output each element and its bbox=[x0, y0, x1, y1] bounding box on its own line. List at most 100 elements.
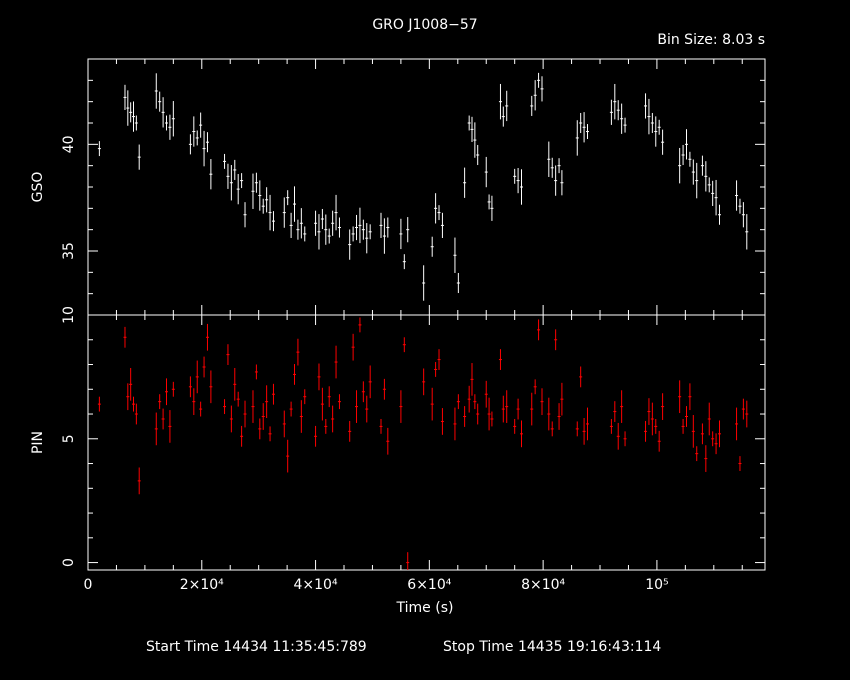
gso-data-point bbox=[379, 212, 383, 238]
pin-data-point bbox=[382, 378, 386, 400]
pin-xtick-label: 4×10⁴ bbox=[294, 577, 338, 593]
gso-data-point bbox=[704, 161, 708, 192]
pin-data-point bbox=[654, 418, 658, 434]
gso-data-point bbox=[453, 237, 457, 273]
gso-data-point bbox=[137, 144, 141, 170]
gso-data-point bbox=[711, 180, 715, 206]
pin-data-point bbox=[714, 433, 718, 455]
gso-data-point bbox=[268, 194, 272, 231]
gso-data-point bbox=[434, 193, 438, 224]
pin-data-point bbox=[575, 421, 579, 437]
pin-data-point bbox=[498, 349, 502, 370]
gso-data-point bbox=[299, 208, 303, 239]
pin-data-point bbox=[473, 394, 477, 410]
gso-data-point bbox=[647, 98, 651, 135]
pin-xtick-label: 2×10⁴ bbox=[180, 577, 224, 593]
gso-data-point bbox=[456, 272, 460, 294]
gso-data-point bbox=[97, 141, 101, 157]
pin-data-point bbox=[243, 400, 247, 428]
gso-data-point bbox=[289, 212, 293, 238]
gso-data-point bbox=[738, 198, 742, 214]
pin-data-point bbox=[647, 398, 651, 425]
pin-data-point bbox=[123, 326, 127, 348]
gso-data-point bbox=[296, 219, 300, 240]
pin-ytick-label: 5 bbox=[61, 434, 77, 443]
gso-data-point bbox=[303, 226, 307, 242]
pin-data-point bbox=[168, 410, 172, 443]
pin-data-point bbox=[704, 445, 708, 472]
pin-data-point bbox=[554, 329, 558, 351]
pin-data-point bbox=[265, 385, 269, 418]
gso-y-axis-label: GSO bbox=[30, 172, 46, 203]
gso-data-point bbox=[644, 93, 648, 119]
gso-data-point bbox=[327, 228, 331, 244]
pin-frame bbox=[87, 314, 766, 571]
pin-data-point bbox=[195, 360, 199, 394]
pin-data-point bbox=[579, 366, 583, 388]
pin-data-point bbox=[254, 364, 258, 380]
gso-data-point bbox=[684, 129, 688, 160]
pin-data-point bbox=[540, 388, 544, 416]
pin-data-point bbox=[154, 412, 158, 446]
gso-data-point bbox=[498, 83, 502, 120]
gso-data-point bbox=[126, 90, 130, 126]
pin-data-point bbox=[547, 397, 551, 431]
pin-data-point bbox=[229, 405, 233, 433]
pin-data-point bbox=[707, 402, 711, 436]
pin-data-point bbox=[437, 349, 441, 370]
pin-data-point bbox=[453, 407, 457, 441]
gso-data-point bbox=[205, 132, 209, 153]
gso-data-point bbox=[620, 103, 624, 134]
pin-data-point bbox=[513, 418, 517, 434]
pin-xtick-label: 6×10⁴ bbox=[407, 577, 451, 593]
pin-data-point bbox=[129, 367, 133, 401]
pin-y-axis-label: PIN bbox=[30, 431, 46, 454]
gso-data-point bbox=[741, 202, 745, 228]
pin-data-point bbox=[422, 368, 426, 396]
pin-data-point bbox=[616, 422, 620, 450]
pin-data-point bbox=[209, 370, 213, 404]
gso-data-point bbox=[540, 76, 544, 102]
gso-data-point bbox=[537, 72, 541, 88]
pin-data-point bbox=[289, 401, 293, 417]
pin-data-point bbox=[741, 398, 745, 420]
pin-data-point bbox=[533, 379, 537, 395]
pin-data-point bbox=[236, 391, 240, 407]
pin-data-point bbox=[97, 396, 101, 412]
pin-data-point bbox=[711, 431, 715, 447]
gso-data-point bbox=[554, 165, 558, 196]
pin-data-point bbox=[188, 376, 192, 398]
chart-title: GRO J1008−57 bbox=[372, 17, 477, 33]
gso-data-point bbox=[484, 156, 488, 188]
pin-data-point bbox=[361, 381, 365, 403]
pin-data-point bbox=[505, 390, 509, 423]
gso-panel: 35 40 GSO bbox=[30, 58, 766, 316]
pin-data-point bbox=[520, 420, 524, 448]
gso-data-point bbox=[505, 90, 509, 122]
gso-data-point bbox=[487, 194, 491, 210]
gso-data-point bbox=[430, 236, 434, 257]
gso-data-point bbox=[650, 112, 654, 134]
gso-data-point bbox=[695, 162, 699, 199]
pin-data-point bbox=[365, 395, 369, 423]
gso-data-point bbox=[258, 180, 262, 211]
pin-xtick-label: 10⁵ bbox=[645, 577, 668, 593]
pin-data-point bbox=[355, 390, 359, 423]
gso-data-point bbox=[437, 205, 441, 221]
pin-data-point bbox=[165, 378, 169, 406]
gso-data-point bbox=[654, 116, 658, 147]
pin-data-point bbox=[171, 381, 175, 397]
gso-data-point bbox=[317, 214, 321, 250]
gso-data-point bbox=[229, 165, 233, 201]
gso-data-point bbox=[560, 170, 564, 196]
pin-data-point bbox=[623, 431, 627, 447]
gso-data-point bbox=[399, 218, 403, 250]
pin-data-point bbox=[557, 403, 561, 430]
gso-data-point bbox=[358, 207, 362, 244]
gso-data-point bbox=[195, 130, 199, 146]
pin-data-point bbox=[688, 383, 692, 411]
pin-data-point bbox=[317, 363, 321, 391]
pin-data-point bbox=[560, 382, 564, 416]
pin-data-point bbox=[293, 364, 297, 385]
